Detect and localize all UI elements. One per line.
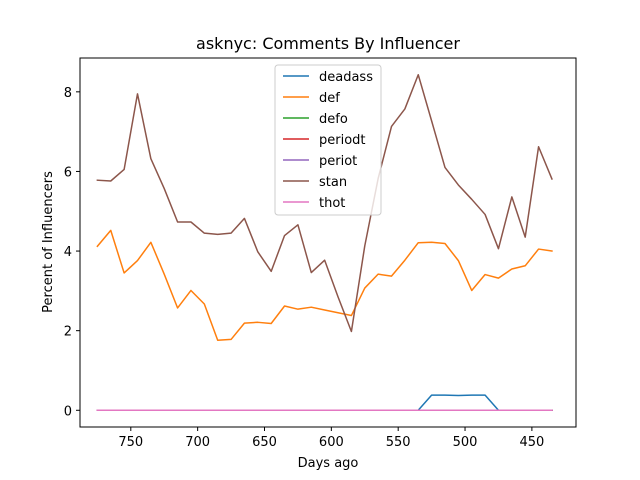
legend-label-defo: defo [319, 112, 348, 127]
plot-lines [96, 73, 553, 412]
x-tick-label: 500 [453, 435, 478, 450]
legend: deadass def defo periodt periot stan thot [274, 64, 382, 216]
x-tick-label: 650 [252, 435, 277, 450]
x-tick-label: 450 [519, 435, 544, 450]
y-tick-label: 8 [64, 86, 72, 101]
chart-title: asknyc: Comments By Influencer [196, 34, 460, 53]
legend-label-deadass: deadass [319, 70, 373, 85]
x-axis-label: Days ago [298, 456, 359, 471]
y-tick-label: 0 [64, 404, 72, 419]
series-line-def [96, 229, 553, 341]
legend-label-periot: periot [319, 154, 357, 169]
legend-box [274, 64, 382, 216]
y-axis-ticks: 0 2 4 6 8 [64, 86, 80, 419]
y-tick-label: 6 [64, 165, 72, 180]
x-axis-ticks: 750 700 650 600 550 500 450 [118, 427, 544, 450]
y-axis-label: Percent of Influencers [41, 171, 56, 313]
y-tick-label: 2 [64, 325, 72, 340]
x-tick-label: 700 [185, 435, 210, 450]
legend-label-stan: stan [319, 175, 347, 190]
x-tick-label: 600 [319, 435, 344, 450]
plot-frame [79, 57, 577, 428]
legend-label-periodt: periodt [319, 133, 366, 148]
x-tick-label: 550 [386, 435, 411, 450]
series-line-stan [96, 73, 553, 333]
y-tick-label: 4 [64, 245, 72, 260]
legend-label-thot: thot [319, 196, 345, 211]
x-tick-label: 750 [118, 435, 143, 450]
legend-label-def: def [319, 91, 340, 106]
